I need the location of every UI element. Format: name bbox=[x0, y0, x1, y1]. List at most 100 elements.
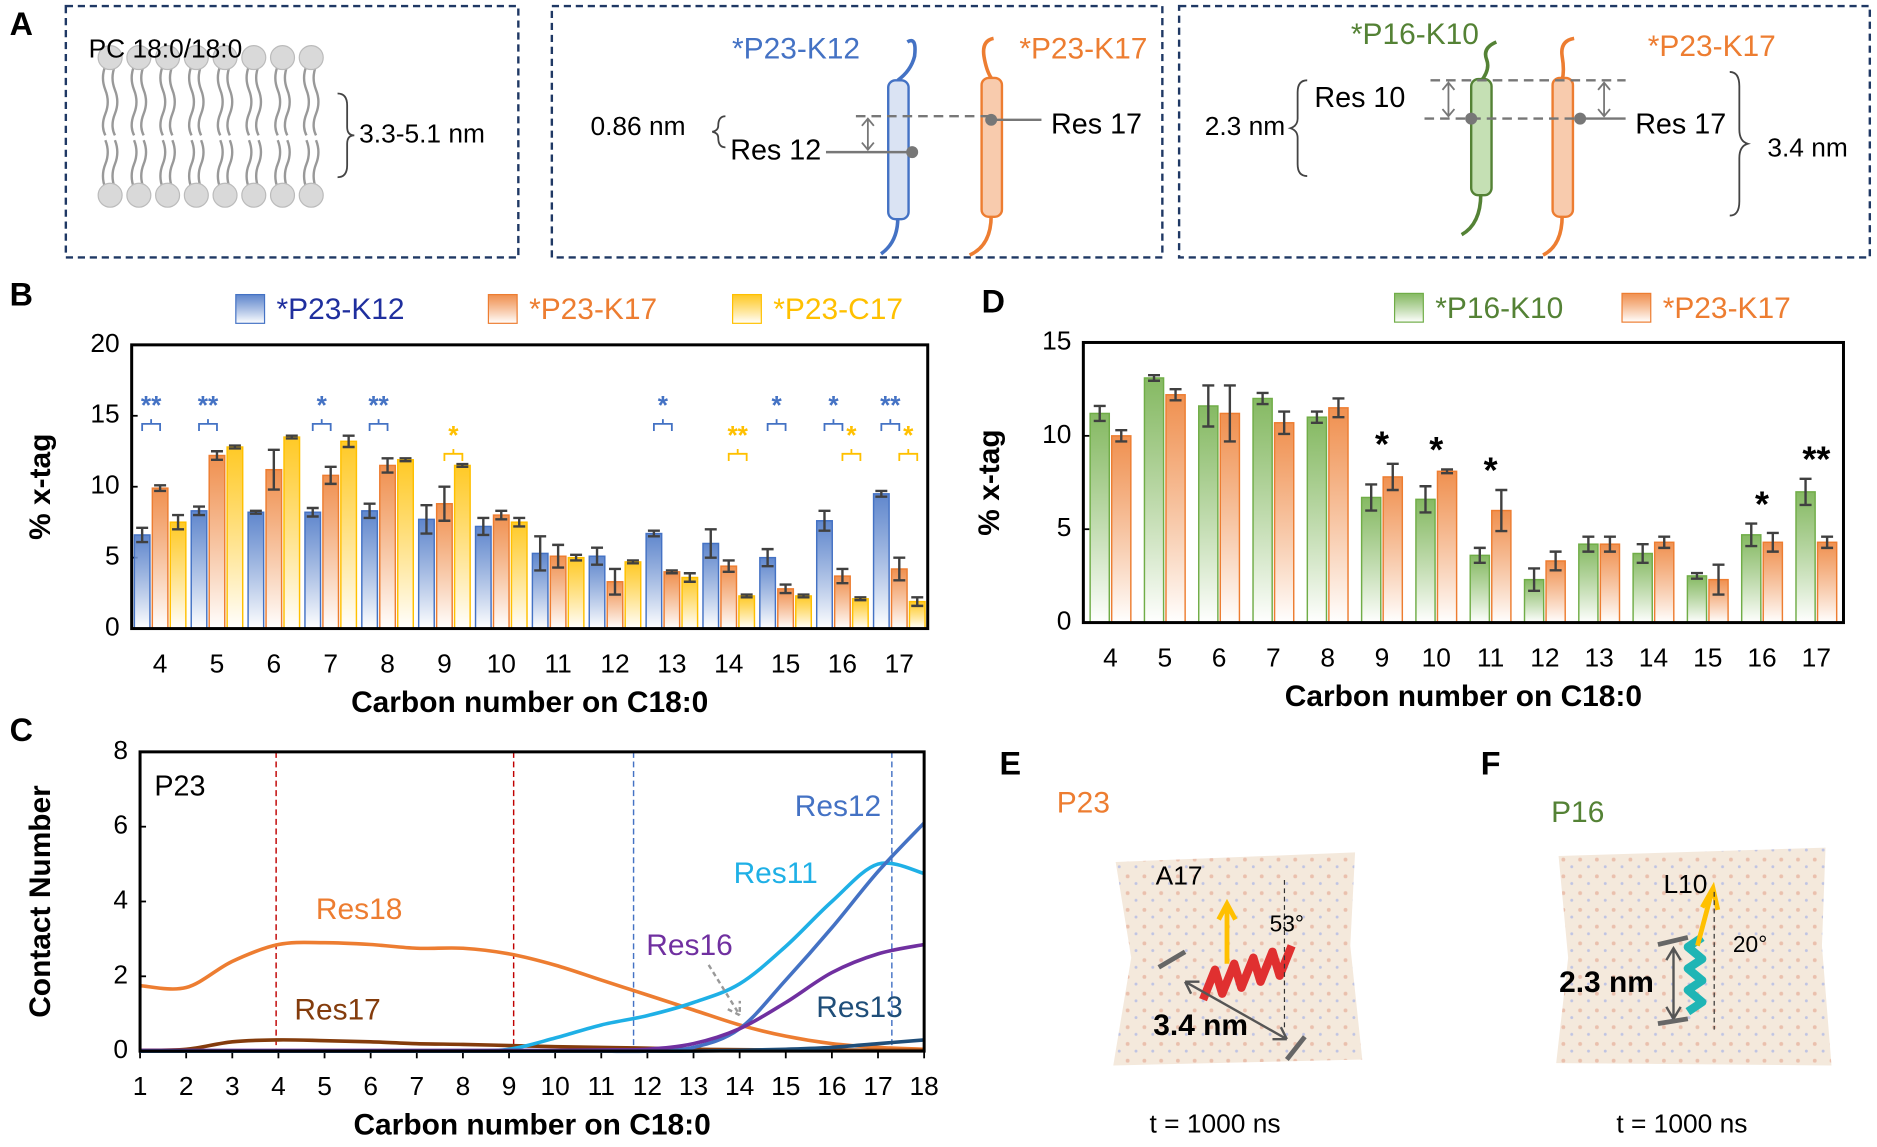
bar bbox=[453, 464, 471, 630]
error-bar bbox=[1690, 571, 1703, 580]
x-tick-label: 4 bbox=[271, 1071, 286, 1101]
error-bar bbox=[172, 513, 185, 531]
distance-arrow bbox=[861, 117, 875, 152]
x-tick-label: 16 bbox=[1747, 643, 1776, 673]
significance-label: * bbox=[1484, 450, 1498, 491]
error-bar bbox=[1169, 387, 1182, 402]
lipid-tail bbox=[274, 65, 291, 189]
error-bar bbox=[1636, 542, 1649, 565]
y-tick-label: 5 bbox=[105, 541, 120, 571]
significance-label: * bbox=[1755, 483, 1769, 524]
significance-label: * bbox=[658, 390, 669, 420]
error-bar bbox=[1148, 373, 1161, 382]
error-bar bbox=[495, 509, 508, 521]
error-bar bbox=[893, 556, 906, 582]
x-tick-label: 11 bbox=[544, 649, 571, 679]
bar bbox=[226, 446, 244, 630]
peptide-helix bbox=[887, 79, 910, 221]
x-tick-label: 12 bbox=[633, 1071, 662, 1101]
bar bbox=[492, 514, 510, 630]
error-bar bbox=[1093, 404, 1106, 423]
lipid-head bbox=[126, 182, 152, 208]
residue-dot bbox=[906, 146, 919, 159]
lipid-head bbox=[212, 182, 238, 208]
error-bar bbox=[854, 596, 867, 602]
bar bbox=[645, 532, 663, 630]
lipid-tail bbox=[187, 65, 205, 189]
error-bar bbox=[1712, 563, 1725, 596]
bar bbox=[435, 503, 453, 630]
x-tick-label: 4 bbox=[1103, 643, 1118, 673]
error-bar bbox=[456, 462, 469, 469]
panel-label: F bbox=[1481, 746, 1501, 782]
error-bar bbox=[1310, 410, 1323, 424]
bar bbox=[567, 556, 585, 630]
x-tick-label: 9 bbox=[437, 649, 452, 679]
error-bar bbox=[779, 583, 792, 595]
lipid-head bbox=[126, 44, 152, 71]
bar bbox=[1165, 394, 1186, 624]
significance-label: ** bbox=[198, 390, 219, 420]
lipid-head bbox=[155, 182, 181, 208]
x-tick-label: 2 bbox=[179, 1071, 194, 1101]
lipid-tail bbox=[245, 65, 263, 189]
y-tick-label: 0 bbox=[113, 1034, 128, 1064]
peptide-tail bbox=[1542, 36, 1575, 257]
peptide-helix bbox=[980, 76, 1004, 218]
depth-label: 3.4 nm bbox=[1767, 133, 1848, 163]
y-tick-label: 2 bbox=[113, 959, 128, 989]
error-bar bbox=[875, 489, 888, 498]
x-tick-label: 15 bbox=[771, 1071, 800, 1101]
peptide-label: *P23-K17 bbox=[1019, 32, 1147, 65]
y-tick-label: 15 bbox=[1042, 325, 1071, 355]
significance-label: * bbox=[1429, 429, 1443, 470]
significance-label: * bbox=[846, 420, 857, 450]
x-tick-label: 8 bbox=[456, 1071, 471, 1101]
legend-label: *P23-K12 bbox=[277, 293, 405, 326]
legend-swatch bbox=[1393, 292, 1424, 323]
x-tick-label: 15 bbox=[1693, 643, 1722, 673]
error-bar bbox=[534, 535, 547, 572]
series-label: Res17 bbox=[294, 994, 380, 1027]
significance-bracket bbox=[198, 419, 218, 432]
bar bbox=[283, 436, 301, 630]
error-bar bbox=[324, 465, 337, 486]
x-tick-label: 12 bbox=[600, 649, 629, 679]
bar bbox=[169, 521, 187, 630]
x-tick-label: 6 bbox=[1212, 643, 1227, 673]
error-bar bbox=[1658, 535, 1671, 550]
error-bar bbox=[399, 457, 412, 463]
bar bbox=[1198, 405, 1219, 624]
significance-bracket bbox=[652, 419, 673, 432]
helix bbox=[1199, 944, 1296, 1002]
bar bbox=[588, 555, 606, 630]
series-label: Res16 bbox=[646, 929, 732, 962]
y-tick-label: 0 bbox=[105, 612, 120, 642]
bar bbox=[1219, 412, 1241, 624]
x-tick-label: 4 bbox=[153, 649, 168, 679]
lipid-head bbox=[183, 44, 209, 71]
bar bbox=[1328, 407, 1349, 624]
lipid-head bbox=[97, 182, 123, 208]
bar bbox=[1143, 377, 1165, 624]
lipid-head bbox=[241, 44, 267, 71]
error-bar bbox=[609, 567, 621, 596]
significance-label: * bbox=[448, 420, 459, 450]
bar bbox=[1306, 416, 1328, 624]
bar bbox=[815, 520, 833, 630]
error-bar bbox=[1603, 535, 1616, 553]
error-bar bbox=[1495, 488, 1508, 533]
x-tick-label: 7 bbox=[1266, 643, 1281, 673]
significance-bracket bbox=[898, 449, 919, 461]
residue-label: L10 bbox=[1664, 869, 1708, 899]
legend-swatch bbox=[487, 293, 518, 324]
significance-bracket bbox=[727, 449, 748, 461]
y-tick-label: 15 bbox=[90, 399, 119, 429]
peptide-helix bbox=[1551, 76, 1575, 218]
brace bbox=[1287, 79, 1308, 177]
distance-label: 2.3 nm bbox=[1205, 111, 1286, 141]
error-bar bbox=[513, 516, 526, 528]
panel-label: D bbox=[982, 284, 1005, 320]
bar bbox=[1469, 554, 1491, 624]
